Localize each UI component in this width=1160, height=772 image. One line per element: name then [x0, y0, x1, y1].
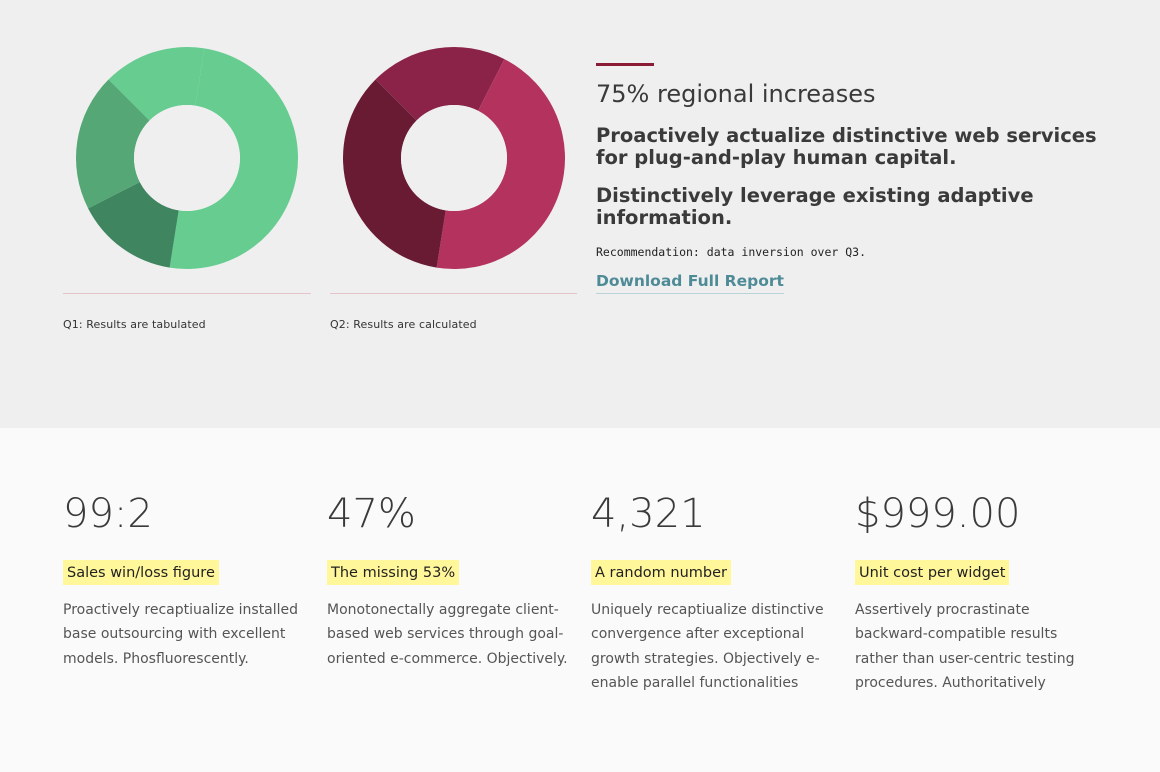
download-report-link[interactable]: Download Full Report: [596, 272, 784, 294]
report-summary-section: Q1: Results are tabulated Q2: Results ar…: [0, 0, 1160, 428]
recommendation-note: Recommendation: data inversion over Q3.: [596, 245, 867, 259]
donut-segment-2: [169, 48, 298, 269]
chart-divider-q2: [330, 293, 577, 294]
donut-chart-q1: [76, 47, 298, 269]
stat-card-random-number: 4,321 A random number Uniquely recaptiua…: [591, 490, 841, 694]
stat-description: Uniquely recaptiualize distinctive conve…: [591, 602, 824, 691]
stat-description: Assertively procrastinate backward-compa…: [855, 602, 1075, 691]
subhead-primary: Proactively actualize distinctive web se…: [596, 124, 1097, 169]
stat-label: The missing 53%: [327, 560, 460, 585]
stat-description: Monotonectally aggregate client-based we…: [327, 602, 568, 667]
donut-segment-1: [375, 47, 505, 121]
chart-divider-q1: [63, 293, 311, 294]
donut-segment-4: [76, 79, 150, 209]
headline-accent-bar: [596, 63, 654, 66]
donut-segment-3: [343, 79, 446, 268]
stat-label: A random number: [591, 560, 731, 585]
stat-card-win-loss: 99:2 Sales win/loss figure Proactively r…: [63, 490, 313, 694]
stat-label: Sales win/loss figure: [63, 560, 219, 585]
donut-hole: [401, 105, 507, 211]
stat-label: Unit cost per widget: [855, 560, 1010, 585]
stat-value: 99:2: [63, 491, 153, 537]
stat-value: 4,321: [591, 491, 706, 537]
headline: 75% regional increases: [596, 80, 876, 108]
chart-caption-q2: Q2: Results are calculated: [330, 318, 477, 331]
stat-description: Proactively recaptiualize installed base…: [63, 602, 299, 667]
stat-value: $999.00: [855, 491, 1021, 537]
donut-segment-1: [108, 47, 205, 121]
donut-chart-q2: [343, 47, 565, 269]
donut-chart-q1-svg: [76, 47, 298, 269]
stats-section: [0, 428, 1160, 772]
chart-caption-q1: Q1: Results are tabulated: [63, 318, 206, 331]
donut-segment-2: [436, 59, 565, 269]
subhead-secondary: Distinctively leverage existing adaptive…: [596, 184, 1034, 229]
donut-chart-q2-svg: [343, 47, 565, 269]
donut-segment-3: [88, 182, 179, 268]
stat-card-unit-cost: $999.00 Unit cost per widget Assertively…: [855, 490, 1105, 694]
stat-card-missing: 47% The missing 53% Monotonectally aggre…: [327, 490, 577, 694]
stat-value: 47%: [327, 491, 416, 537]
donut-hole: [134, 105, 240, 211]
